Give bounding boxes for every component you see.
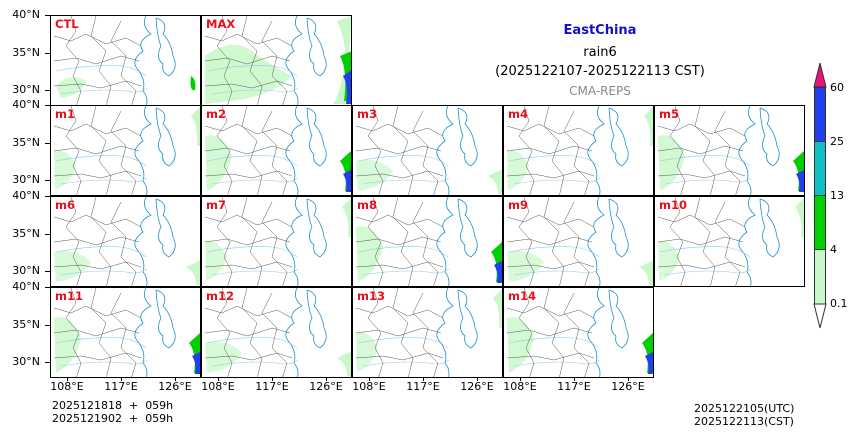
region-title: EastChina <box>563 23 637 38</box>
lat-tick-label: 35°N <box>12 136 40 149</box>
lat-tick-mark <box>45 15 50 16</box>
variable-title: rain6 <box>583 45 617 60</box>
lat-tick-label: 30°N <box>12 264 40 277</box>
colorbar-segment-4-13 <box>814 195 826 250</box>
map-panel-m14: m14 <box>503 287 654 378</box>
map-panel-max: MAX <box>201 15 352 106</box>
valid-time-utc: 2025122105(UTC) <box>694 402 795 415</box>
map-panel-m1: m1 <box>50 105 201 196</box>
map-panel-m11: m11 <box>50 287 201 378</box>
map-panel-m6: m6 <box>50 196 201 287</box>
lat-tick-mark <box>45 362 50 363</box>
lon-tick-label: 108°E <box>50 380 84 393</box>
lat-tick-label: 35°N <box>12 227 40 240</box>
lon-tick-label: 108°E <box>503 380 537 393</box>
colorbar-label-4: 4 <box>830 243 837 256</box>
map-panel-m4: m4 <box>503 105 654 196</box>
map-panel-m13: m13 <box>352 287 503 378</box>
lon-tick-mark <box>520 377 521 381</box>
lat-tick-mark <box>45 105 50 106</box>
lon-tick-mark <box>477 377 478 381</box>
colorbar-label-0.1: 0.1 <box>830 297 848 310</box>
lon-tick-mark <box>121 377 122 381</box>
lon-tick-mark <box>369 377 370 381</box>
lat-tick-mark <box>45 180 50 181</box>
lat-tick-label: 30°N <box>12 173 40 186</box>
panel-label: m3 <box>357 107 377 121</box>
colorbar-under-arrow <box>813 303 827 329</box>
lat-tick-mark <box>45 90 50 91</box>
valid-time-cst: 2025122113(CST) <box>694 415 794 428</box>
panel-label: m10 <box>659 198 687 212</box>
colorbar-segment-13-25 <box>814 141 826 196</box>
panel-label: m4 <box>508 107 528 121</box>
lon-tick-mark <box>218 377 219 381</box>
map-panel-ctl: CTL <box>50 15 201 106</box>
lon-tick-label: 126°E <box>460 380 494 393</box>
colorbar-label-13: 13 <box>830 189 844 202</box>
lat-tick-label: 40°N <box>12 280 40 293</box>
model-title: CMA-REPS <box>569 84 631 98</box>
init-time-line2: 2025121902 + 059h <box>52 412 174 425</box>
lon-tick-mark <box>67 377 68 381</box>
lon-tick-label: 126°E <box>158 380 192 393</box>
panel-label: m1 <box>55 107 75 121</box>
panel-label: m13 <box>357 289 385 303</box>
colorbar-segment-25-60 <box>814 87 826 142</box>
panel-label: m6 <box>55 198 75 212</box>
panel-label: m12 <box>206 289 234 303</box>
lon-tick-mark <box>175 377 176 381</box>
panel-label: m11 <box>55 289 83 303</box>
panel-label: CTL <box>55 17 79 31</box>
panel-label: m2 <box>206 107 226 121</box>
lat-tick-mark <box>45 287 50 288</box>
map-panel-m2: m2 <box>201 105 352 196</box>
lon-tick-label: 126°E <box>611 380 645 393</box>
lat-tick-mark <box>45 143 50 144</box>
panel-label: m5 <box>659 107 679 121</box>
panel-label: m8 <box>357 198 377 212</box>
lon-tick-label: 117°E <box>255 380 289 393</box>
map-panel-m9: m9 <box>503 196 654 287</box>
lat-tick-mark <box>45 234 50 235</box>
lat-tick-label: 30°N <box>12 355 40 368</box>
lat-tick-mark <box>45 196 50 197</box>
lon-tick-label: 108°E <box>201 380 235 393</box>
map-panel-m8: m8 <box>352 196 503 287</box>
lat-tick-label: 40°N <box>12 189 40 202</box>
lon-tick-mark <box>423 377 424 381</box>
lon-tick-mark <box>326 377 327 381</box>
colorbar-segment-0.1-4 <box>814 249 826 305</box>
lat-tick-label: 30°N <box>12 83 40 96</box>
map-panel-m3: m3 <box>352 105 503 196</box>
panel-label: m7 <box>206 198 226 212</box>
lat-tick-label: 35°N <box>12 46 40 59</box>
init-time-line1: 2025121818 + 059h <box>52 399 174 412</box>
map-panel-m7: m7 <box>201 196 352 287</box>
lon-tick-label: 108°E <box>352 380 386 393</box>
colorbar-label-25: 25 <box>830 135 844 148</box>
lat-tick-label: 40°N <box>12 98 40 111</box>
lat-tick-mark <box>45 271 50 272</box>
lon-tick-mark <box>574 377 575 381</box>
lat-tick-label: 35°N <box>12 318 40 331</box>
lon-tick-mark <box>628 377 629 381</box>
lat-tick-mark <box>45 325 50 326</box>
lat-tick-mark <box>45 53 50 54</box>
lon-tick-label: 117°E <box>406 380 440 393</box>
panel-label: m9 <box>508 198 528 212</box>
lon-tick-label: 126°E <box>309 380 343 393</box>
period-title: (2025122107-2025122113 CST) <box>495 64 705 79</box>
lon-tick-mark <box>272 377 273 381</box>
lat-tick-label: 40°N <box>12 8 40 21</box>
panel-label: m14 <box>508 289 536 303</box>
map-panel-m12: m12 <box>201 287 352 378</box>
lon-tick-label: 117°E <box>557 380 591 393</box>
map-panel-m10: m10 <box>654 196 805 287</box>
lon-tick-label: 117°E <box>104 380 138 393</box>
colorbar-over-arrow <box>813 62 827 88</box>
map-panel-m5: m5 <box>654 105 805 196</box>
colorbar-label-60: 60 <box>830 81 844 94</box>
panel-label: MAX <box>206 17 236 31</box>
